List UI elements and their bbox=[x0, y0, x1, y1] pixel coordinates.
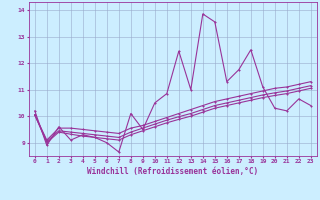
X-axis label: Windchill (Refroidissement éolien,°C): Windchill (Refroidissement éolien,°C) bbox=[87, 167, 258, 176]
